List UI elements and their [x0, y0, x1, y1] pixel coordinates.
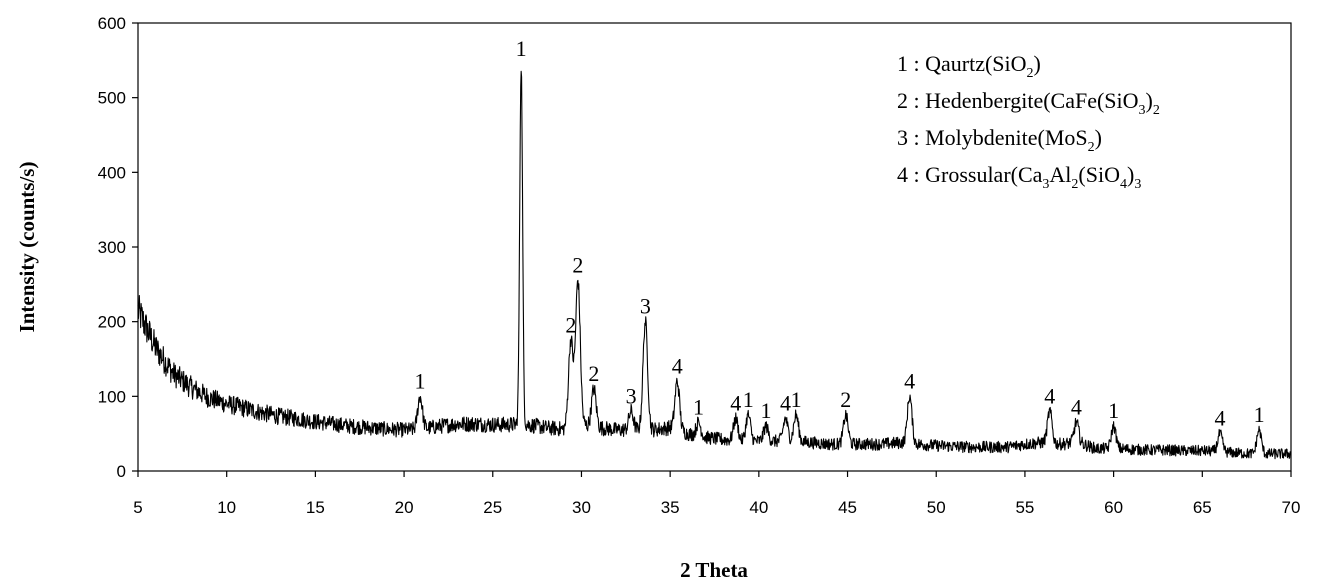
y-tick-label: 300: [98, 238, 126, 257]
peak-label: 1: [516, 36, 527, 61]
legend: 1 : Qaurtz(SiO2) 2 : Hedenbergite(CaFe(Si…: [897, 51, 1160, 192]
plot-area: [137, 22, 1292, 472]
y-tick-label: 600: [98, 14, 126, 33]
peak-label: 1: [693, 394, 704, 419]
peak-label: 1: [791, 387, 802, 412]
peak-label: 3: [626, 383, 637, 408]
x-axis: 5 10 15 20 25 30 35 40 45 50 55 60 65 70: [133, 471, 1300, 517]
x-tick-label: 60: [1104, 498, 1123, 517]
x-tick-label: 50: [927, 498, 946, 517]
x-tick-label: 20: [395, 498, 414, 517]
peak-label: 4: [1044, 383, 1055, 408]
peak-label: 2: [565, 312, 576, 337]
intensity-series-line: [137, 70, 1292, 460]
peak-label: 2: [840, 387, 851, 412]
peak-label: 4: [1071, 394, 1082, 419]
x-tick-label: 45: [838, 498, 857, 517]
peak-label: 1: [415, 368, 426, 393]
legend-entry: 4 : Grossular(Ca3Al2(SiO4)3: [897, 162, 1141, 192]
y-tick-label: 100: [98, 387, 126, 406]
y-axis: 0 100 200 300 400 500 600: [98, 14, 138, 481]
x-tick-label: 30: [572, 498, 591, 517]
legend-entry: 2 : Hedenbergite(CaFe(SiO3)2: [897, 88, 1160, 118]
y-tick-label: 400: [98, 163, 126, 182]
y-tick-label: 0: [117, 462, 126, 481]
x-tick-label: 65: [1193, 498, 1212, 517]
peak-label: 1: [1108, 398, 1119, 423]
x-axis-title: 2 Theta: [680, 558, 748, 582]
peak-label: 4: [672, 353, 683, 378]
y-axis-title: Intensity (counts/s): [15, 162, 39, 333]
legend-entry: 3 : Molybdenite(MoS2): [897, 125, 1102, 155]
x-tick-label: 25: [483, 498, 502, 517]
x-tick-label: 35: [661, 498, 680, 517]
peak-label: 2: [588, 361, 599, 386]
peak-label: 2: [572, 253, 583, 278]
x-tick-label: 70: [1282, 498, 1301, 517]
peak-label: 3: [640, 294, 651, 319]
peak-label: 1: [760, 398, 771, 423]
x-tick-label: 10: [217, 498, 236, 517]
peak-label: 4: [730, 391, 741, 416]
legend-entry: 1 : Qaurtz(SiO2): [897, 51, 1041, 81]
x-tick-label: 5: [133, 498, 142, 517]
y-tick-label: 500: [98, 89, 126, 108]
y-tick-label: 200: [98, 313, 126, 332]
peak-label: 1: [743, 387, 754, 412]
peak-label: 4: [904, 368, 915, 393]
x-tick-label: 15: [306, 498, 325, 517]
peak-label: 4: [1215, 406, 1226, 431]
peak-label: 1: [1254, 402, 1265, 427]
peak-label: 4: [780, 391, 791, 416]
x-tick-label: 40: [749, 498, 768, 517]
x-tick-label: 55: [1015, 498, 1034, 517]
